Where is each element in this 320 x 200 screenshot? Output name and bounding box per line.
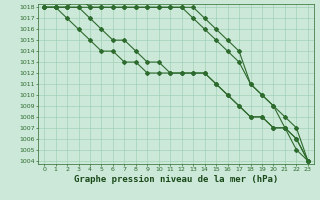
X-axis label: Graphe pression niveau de la mer (hPa): Graphe pression niveau de la mer (hPa) xyxy=(74,175,278,184)
